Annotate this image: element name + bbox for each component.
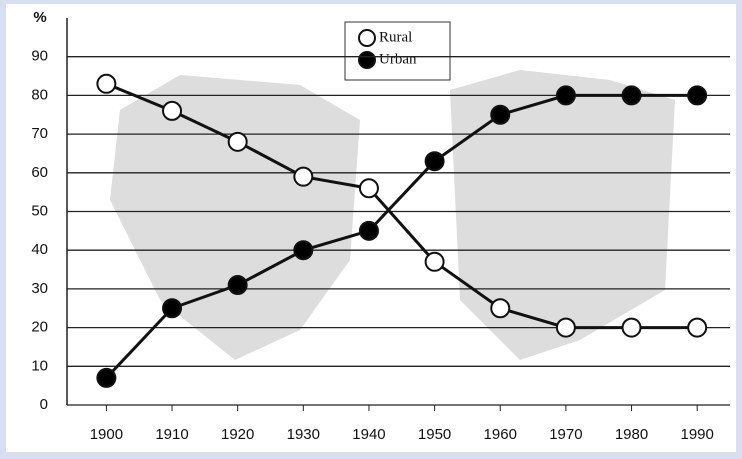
legend-marker bbox=[358, 51, 376, 69]
y-tick-label: 10 bbox=[31, 357, 48, 374]
x-tick-label: 1950 bbox=[418, 426, 451, 443]
x-tick-label: 1970 bbox=[549, 426, 582, 443]
y-axis-label: % bbox=[33, 9, 46, 26]
data-point bbox=[687, 317, 708, 338]
data-point bbox=[621, 317, 642, 338]
y-tick-label: 90 bbox=[31, 48, 48, 65]
x-tick-label: 1960 bbox=[484, 426, 517, 443]
data-point bbox=[227, 131, 248, 152]
y-tick-label: 50 bbox=[31, 202, 48, 219]
data-point bbox=[490, 298, 511, 319]
x-tick-label: 1990 bbox=[680, 426, 713, 443]
x-tick-label: 1910 bbox=[155, 426, 188, 443]
data-point bbox=[293, 166, 314, 187]
data-point bbox=[227, 275, 248, 296]
legend-marker bbox=[358, 29, 376, 47]
x-tick-label: 1940 bbox=[352, 426, 385, 443]
x-tick-label: 1930 bbox=[287, 426, 320, 443]
y-tick-label: 70 bbox=[31, 125, 48, 142]
data-point bbox=[621, 85, 642, 106]
y-tick-label: 80 bbox=[31, 86, 48, 103]
data-point bbox=[424, 151, 445, 172]
x-tick-label: 1900 bbox=[90, 426, 123, 443]
legend: Rural Urban bbox=[344, 21, 451, 81]
y-tick-label: 40 bbox=[31, 241, 48, 258]
series-line bbox=[105, 93, 698, 379]
data-point bbox=[687, 85, 708, 106]
series-line bbox=[105, 82, 698, 330]
x-tick-label: 1980 bbox=[615, 426, 648, 443]
y-tick-label: 20 bbox=[31, 319, 48, 336]
data-point bbox=[96, 73, 117, 94]
y-tick-label: 30 bbox=[31, 280, 48, 297]
data-point bbox=[162, 298, 183, 319]
y-tick-label: 60 bbox=[31, 164, 48, 181]
data-point bbox=[293, 240, 314, 261]
data-point bbox=[96, 367, 117, 388]
legend-label: Rural bbox=[379, 29, 412, 45]
legend-label: Urban bbox=[379, 51, 417, 67]
data-point bbox=[424, 251, 445, 272]
data-point bbox=[358, 178, 379, 199]
data-point bbox=[490, 104, 511, 125]
data-point bbox=[555, 317, 576, 338]
data-point bbox=[555, 85, 576, 106]
x-tick-label: 1920 bbox=[221, 426, 254, 443]
data-point bbox=[162, 100, 183, 121]
y-tick-label: 0 bbox=[40, 396, 48, 413]
data-point bbox=[358, 220, 379, 241]
